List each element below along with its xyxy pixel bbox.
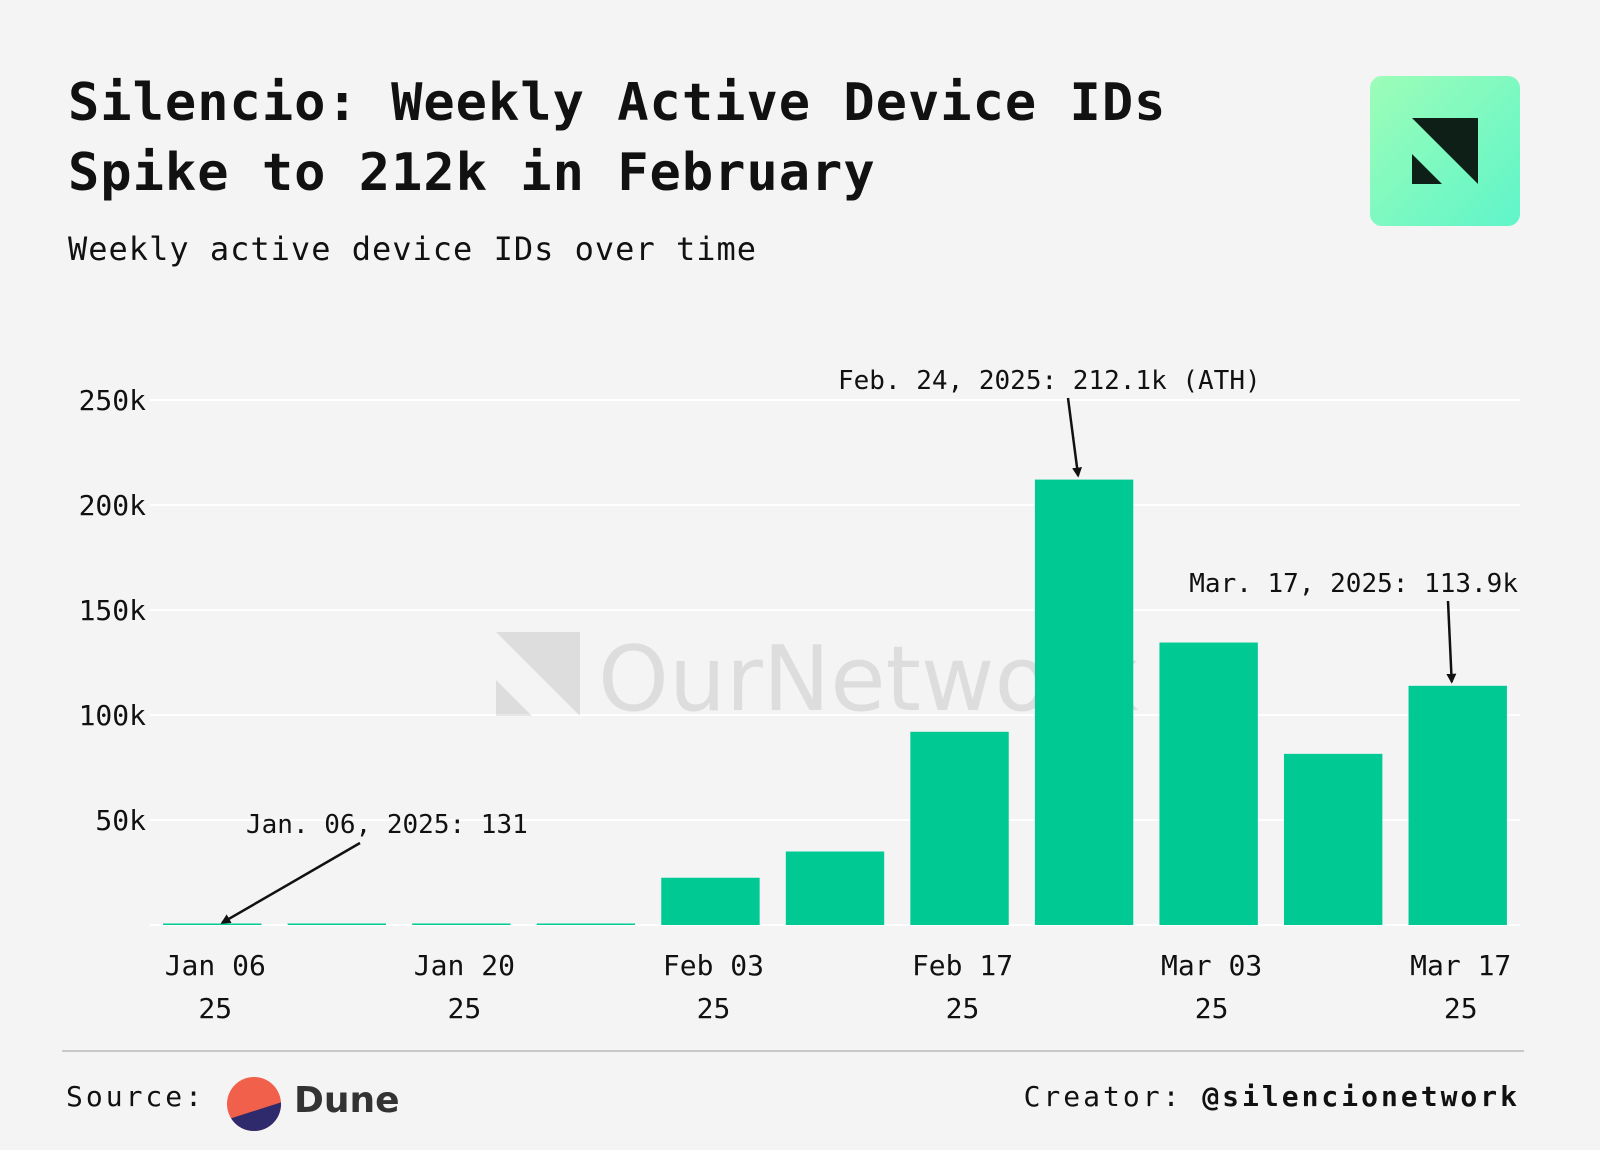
source-name: Dune xyxy=(294,1080,400,1121)
y-tick-label: 150k xyxy=(79,594,147,627)
ournetwork-logo-icon xyxy=(1370,76,1520,226)
bar xyxy=(1283,753,1383,925)
annotation-arrow xyxy=(220,841,361,924)
source-label: Source: xyxy=(66,1080,206,1113)
bar xyxy=(287,923,387,925)
x-tick-label: Mar 17 xyxy=(1410,949,1511,982)
bar xyxy=(910,731,1009,925)
bar xyxy=(661,877,760,925)
dune-icon xyxy=(227,1077,281,1131)
y-tick-label: 50k xyxy=(95,804,146,837)
x-tick-label: Feb 03 xyxy=(663,949,764,982)
x-tick-year: 25 xyxy=(946,992,980,1025)
annotation-label: Feb. 24, 2025: 212.1k (ATH) xyxy=(838,366,1261,396)
x-tick-year: 25 xyxy=(1195,992,1229,1025)
annotation-label: Jan. 06, 2025: 131 xyxy=(246,810,528,840)
chart-subtitle: Weekly active device IDs over time xyxy=(68,230,758,268)
x-tick-label: Jan 06 xyxy=(165,949,266,982)
footer-divider xyxy=(62,1050,1524,1052)
y-tick-label: 250k xyxy=(79,384,147,417)
x-tick-year: 25 xyxy=(1444,992,1478,1025)
creator-credit: Creator: @silencionetwork xyxy=(1024,1080,1520,1113)
creator-handle: @silencionetwork xyxy=(1202,1080,1520,1113)
bar xyxy=(1159,642,1258,925)
y-tick-label: 200k xyxy=(79,489,147,522)
annotation-arrow xyxy=(1066,397,1083,478)
x-tick-year: 25 xyxy=(198,992,232,1025)
bar xyxy=(1408,685,1507,925)
y-tick-label: 100k xyxy=(79,699,147,732)
chart-title: Silencio: Weekly Active Device IDs Spike… xyxy=(68,73,1167,203)
bar xyxy=(536,923,636,925)
x-tick-label: Feb 17 xyxy=(912,949,1013,982)
annotation-label: Mar. 17, 2025: 113.9k xyxy=(1189,569,1518,599)
creator-label: Creator: xyxy=(1023,1080,1183,1113)
x-tick-year: 25 xyxy=(697,992,731,1025)
x-tick-label: Mar 03 xyxy=(1161,949,1262,982)
bar xyxy=(785,851,885,925)
bar xyxy=(412,923,511,925)
x-tick-year: 25 xyxy=(448,992,482,1025)
bar xyxy=(163,923,262,925)
annotation-arrow xyxy=(1446,600,1457,684)
x-tick-label: Jan 20 xyxy=(414,949,515,982)
bar xyxy=(1034,479,1134,925)
